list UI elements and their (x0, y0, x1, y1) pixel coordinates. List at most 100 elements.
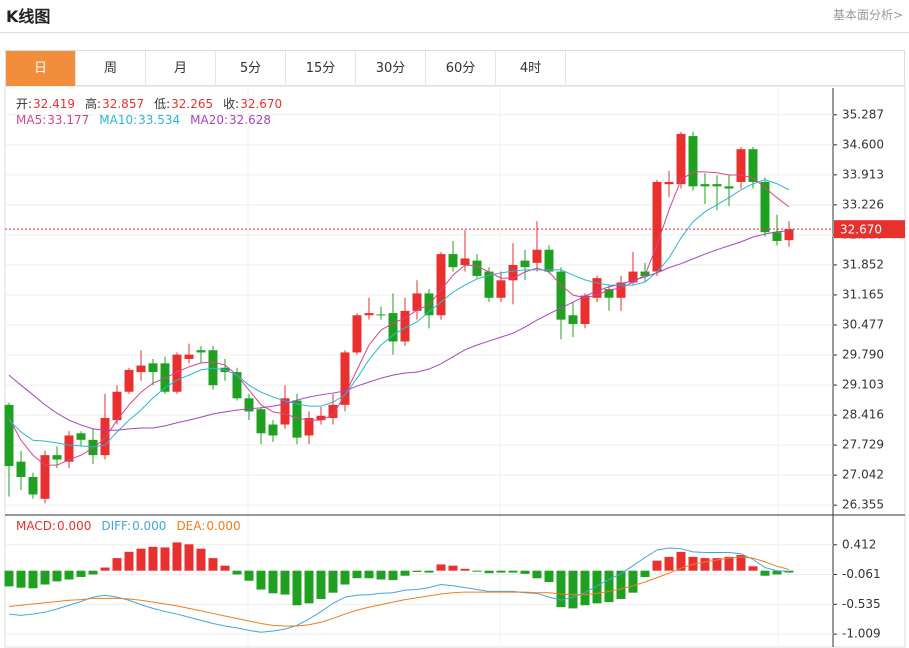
period-tab[interactable]: 30分 (356, 51, 426, 86)
info-value: 32.857 (102, 97, 145, 111)
info-value: 32.265 (171, 97, 214, 111)
macd-bar (568, 570, 578, 609)
period-tab[interactable]: 4时 (496, 51, 566, 86)
candle-body (88, 439, 98, 456)
candle-body (496, 280, 506, 298)
y-tick-label: 28.416 (842, 408, 884, 422)
legend-item: DIFF:0.000 (101, 519, 166, 533)
macd-bar (112, 558, 122, 571)
candle-body (64, 435, 74, 462)
candle-body (76, 433, 86, 440)
candle-body (124, 369, 134, 392)
macd-bar (4, 570, 14, 587)
candle-body (112, 391, 122, 421)
ohlc-info: 开:32.419 高:32.857 低:32.265 收:32.670 (16, 95, 288, 112)
period-tab[interactable]: 5分 (216, 51, 286, 86)
info-item: 低:32.265 (154, 95, 213, 112)
macd-bar (256, 570, 266, 590)
macd-bar (424, 570, 434, 573)
macd-bar (280, 570, 290, 595)
y-tick-label: -0.061 (842, 567, 881, 581)
fundamental-link[interactable]: 基本面分析> (832, 8, 903, 22)
candle-body (436, 254, 446, 316)
macd-bar (76, 570, 86, 577)
macd-bar (700, 558, 710, 571)
candle-body (232, 372, 242, 399)
y-tick-label: 30.477 (842, 318, 884, 332)
macd-bar (388, 570, 398, 581)
candle-body (280, 398, 290, 425)
macd-bar (244, 570, 254, 581)
macd-bar (640, 570, 650, 577)
ma-line (8, 171, 790, 466)
macd-bar (316, 570, 326, 599)
macd-bar (16, 570, 26, 588)
legend-item: MA20:32.628 (190, 113, 271, 127)
candle-body (316, 415, 326, 421)
candle-body (604, 289, 614, 298)
macd-bar (460, 568, 470, 571)
y-tick-label: 33.226 (842, 197, 884, 211)
macd-bar (628, 570, 638, 593)
macd-bar (664, 556, 674, 571)
macd-bar (760, 570, 770, 576)
info-label: 高: (85, 97, 102, 111)
candle-body (4, 404, 14, 467)
candle-body (40, 455, 50, 499)
divider (0, 32, 909, 33)
candle-body (484, 271, 494, 298)
legend-value: 32.628 (229, 113, 271, 127)
y-tick-label: -0.535 (842, 597, 881, 611)
ma-line (8, 179, 790, 448)
macd-bar (676, 551, 686, 571)
legend-name: MA10: (99, 113, 138, 127)
candle-body (184, 354, 194, 359)
candle-body (400, 310, 410, 342)
macd-bar (484, 570, 494, 574)
candle-body (340, 352, 350, 405)
y-tick-label: 27.729 (842, 438, 884, 452)
info-value: 32.419 (33, 97, 76, 111)
period-tab[interactable]: 月 (146, 51, 216, 86)
candle-body (652, 181, 662, 272)
macd-bar (148, 546, 158, 571)
candle-body (616, 282, 626, 298)
candle-body (784, 229, 794, 241)
legend-name: MA20: (190, 113, 228, 127)
y-tick-label: 34.600 (842, 137, 884, 151)
macd-bar (160, 547, 170, 571)
y-tick-label: 31.165 (842, 287, 884, 301)
period-tabs: 日周月 5分 15分 30分 60分 4时 (5, 50, 905, 86)
macd-bar (328, 570, 338, 593)
candle-body (16, 461, 26, 477)
legend-name: DIFF: (101, 519, 132, 533)
ma-line (8, 230, 790, 431)
period-tab[interactable]: 日 (6, 51, 76, 86)
info-item: 收:32.670 (223, 95, 282, 112)
candle-body (304, 417, 314, 436)
candle-body (700, 184, 710, 187)
macd-bar (172, 542, 182, 571)
candle-body (520, 260, 530, 268)
legend-value: 0.000 (57, 519, 92, 533)
macd-bar (688, 556, 698, 571)
legend-value: 33.534 (138, 113, 181, 127)
period-tab[interactable]: 60分 (426, 51, 496, 86)
legend-name: MA5: (16, 113, 47, 127)
macd-bar (364, 570, 374, 579)
macd-bar (604, 570, 614, 603)
page-title: K线图 (6, 7, 51, 26)
period-tab[interactable]: 15分 (286, 51, 356, 86)
macd-bar (556, 570, 566, 608)
macd-bar (124, 551, 134, 571)
candle-body (256, 409, 266, 434)
macd-bar (448, 565, 458, 571)
candle-body (364, 313, 374, 316)
ma-legend: MA5:33.177 MA10:33.534 MA20:32.628 (16, 113, 277, 127)
chart-frame (4, 85, 906, 648)
candle-body (532, 249, 542, 263)
period-tab[interactable]: 周 (76, 51, 146, 86)
legend-value: 0.000 (206, 519, 241, 533)
macd-bar (736, 554, 746, 571)
